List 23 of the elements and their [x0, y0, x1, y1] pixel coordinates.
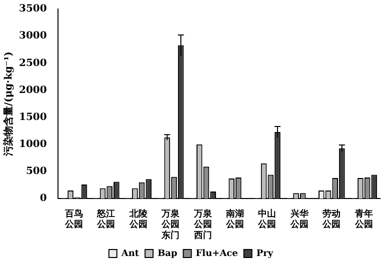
x-tick-label: 青年公园 [354, 208, 373, 230]
x-tick-label: 北陵公园 [128, 208, 148, 230]
x-tick-label: 怒江公园 [96, 208, 116, 230]
y-axis-title: 污染物含量/(μg·kg⁻¹) [2, 52, 15, 158]
x-tick-label: 兴华公园 [289, 208, 310, 230]
y-tick-label: 2000 [18, 84, 47, 96]
x-tick-label: 万泉公园东门 [160, 208, 181, 241]
y-tick-label: 0 [40, 193, 47, 204]
x-tick-label: 劳动公园 [322, 208, 341, 230]
x-tick-label: 南湖公园 [225, 208, 244, 230]
x-tick-label: 中山公园 [257, 208, 276, 230]
legend-label: Pry [256, 248, 274, 259]
y-tick-label: 3500 [18, 4, 47, 15]
y-tick-label: 3000 [18, 30, 47, 42]
y-tick-label: 500 [26, 166, 47, 178]
legend-label: Bap [158, 248, 178, 259]
y-tick-label: 1500 [18, 112, 47, 123]
x-tick-label: 百鸟公园 [64, 208, 83, 230]
legend-label: Flu+Ace [196, 248, 238, 259]
y-tick-label: 2500 [18, 58, 47, 69]
y-tick-label: 1000 [18, 139, 47, 150]
legend-label: Ant [120, 248, 140, 259]
x-tick-label: 万泉公园西门 [192, 208, 213, 241]
